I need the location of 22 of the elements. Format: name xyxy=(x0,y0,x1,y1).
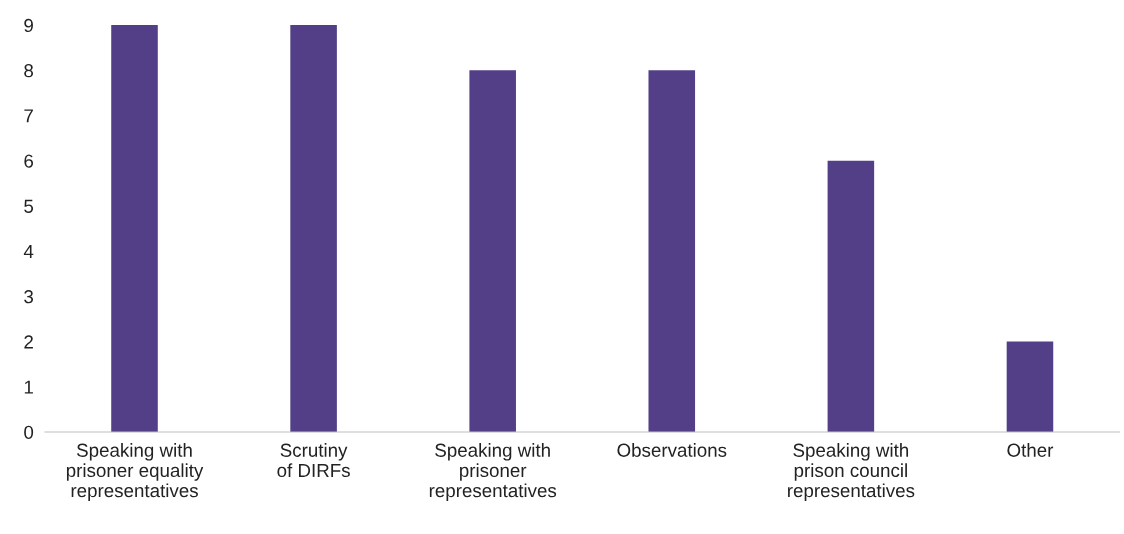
y-tick-label: 1 xyxy=(24,380,33,394)
y-tick-label: 0 xyxy=(24,425,34,439)
x-tick-label: Observations xyxy=(617,443,727,457)
y-tick-label: 6 xyxy=(24,154,34,168)
x-tick-label: Speaking with prisoner equality representatives xyxy=(66,443,204,501)
y-tick-label: 4 xyxy=(23,245,34,258)
y-tick-label: 5 xyxy=(24,199,34,213)
y-tick-label: 7 xyxy=(24,109,33,123)
bar xyxy=(1006,341,1054,433)
bar xyxy=(648,70,696,433)
y-tick-label: 3 xyxy=(24,290,34,304)
bar xyxy=(111,25,158,433)
x-tick-label: Scrutiny of DIRFs xyxy=(277,443,350,478)
bar xyxy=(290,25,337,433)
x-tick-label: Speaking with prison council representatives xyxy=(788,443,915,501)
bar xyxy=(827,160,875,433)
x-tick-label: Speaking with prisoner representatives xyxy=(429,443,557,501)
y-tick-label: 2 xyxy=(24,335,33,349)
x-tick-label: Other xyxy=(1007,443,1054,457)
y-tick-label: 8 xyxy=(24,64,34,78)
bar xyxy=(469,70,516,433)
y-tick-label: 9 xyxy=(24,18,33,33)
